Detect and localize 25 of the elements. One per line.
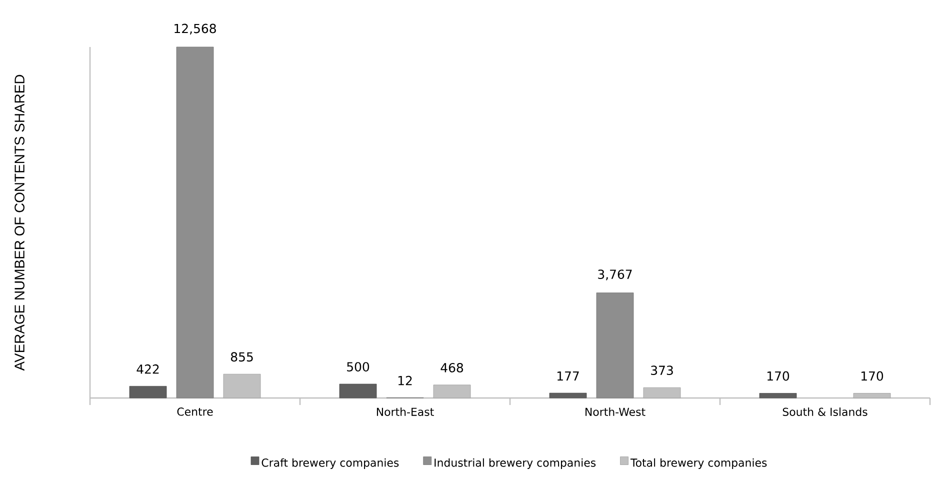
x-tick-label: South & Islands <box>782 408 868 416</box>
bar <box>549 392 587 398</box>
data-label: 373 <box>651 366 673 376</box>
x-tick-label: North-East <box>376 408 434 416</box>
x-tick-label: Centre <box>177 408 213 416</box>
bar <box>759 393 797 398</box>
data-label: 170 <box>861 371 884 381</box>
legend-label: Industrial brewery companies <box>434 458 596 469</box>
data-label: 500 <box>347 362 370 372</box>
data-label: 170 <box>767 371 790 381</box>
data-label: 12,568 <box>174 24 216 34</box>
legend-label: Total brewery companies <box>630 458 767 469</box>
data-label: 468 <box>440 362 464 372</box>
bar <box>176 46 214 398</box>
data-label: 855 <box>230 352 253 362</box>
bar <box>129 386 167 398</box>
y-axis-title: AVERAGE NUMBER OF CONTENTS SHARED <box>14 74 24 371</box>
data-label: 177 <box>558 371 579 381</box>
data-label: 12 <box>398 376 412 386</box>
bar <box>339 384 377 398</box>
data-label: 3,767 <box>598 270 632 280</box>
legend-label: Craft brewery companies <box>262 458 399 469</box>
data-label: 422 <box>136 364 159 374</box>
bar <box>596 292 634 398</box>
x-tick-label: North-West <box>586 408 646 416</box>
